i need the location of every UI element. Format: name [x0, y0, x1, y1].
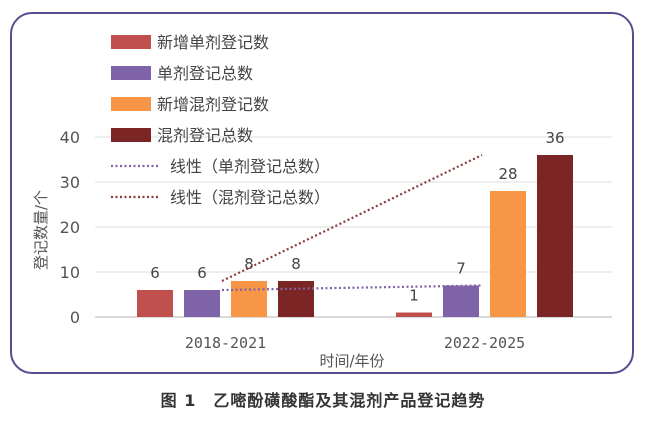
y-axis-title: 登记数量/个 — [32, 190, 50, 270]
bar — [184, 290, 220, 317]
data-label: 36 — [545, 129, 564, 147]
data-label: 1 — [409, 287, 419, 305]
bar — [443, 285, 479, 317]
y-tick-label: 0 — [70, 308, 80, 327]
data-label: 6 — [197, 264, 207, 282]
data-label: 8 — [244, 255, 254, 273]
legend-label: 新增单剂登记数 — [157, 33, 269, 52]
y-tick-label: 20 — [60, 218, 80, 237]
x-tick-label: 2022-2025 — [444, 334, 525, 352]
y-tick-label: 30 — [60, 173, 80, 192]
legend-swatch — [111, 97, 151, 111]
trendline — [221, 284, 483, 292]
legend-label: 线性（混剂登记总数） — [170, 188, 330, 207]
x-tick-label: 2018-2021 — [185, 334, 266, 352]
bar — [396, 312, 432, 317]
bar — [137, 290, 173, 317]
trendline — [221, 154, 483, 282]
y-tick-label: 40 — [60, 128, 80, 147]
y-tick-label: 10 — [60, 263, 80, 282]
legend-swatch — [111, 35, 151, 49]
legend-swatch — [111, 66, 151, 80]
legend-label: 线性（单剂登记总数） — [170, 157, 330, 176]
bar — [490, 191, 526, 317]
data-label: 7 — [456, 260, 466, 278]
bar — [231, 281, 267, 317]
legend-label: 新增混剂登记数 — [157, 95, 269, 114]
bar — [537, 155, 573, 317]
legend-label: 混剂登记总数 — [157, 126, 253, 145]
legend-swatch — [111, 128, 151, 142]
data-label: 6 — [150, 264, 160, 282]
data-label: 28 — [498, 165, 517, 183]
data-label: 8 — [291, 255, 301, 273]
bar — [278, 281, 314, 317]
figure-caption: 图 1 乙嘧酚磺酸酯及其混剂产品登记趋势 — [160, 391, 486, 410]
legend-label: 单剂登记总数 — [157, 64, 253, 83]
x-axis-title: 时间/年份 — [319, 352, 384, 370]
